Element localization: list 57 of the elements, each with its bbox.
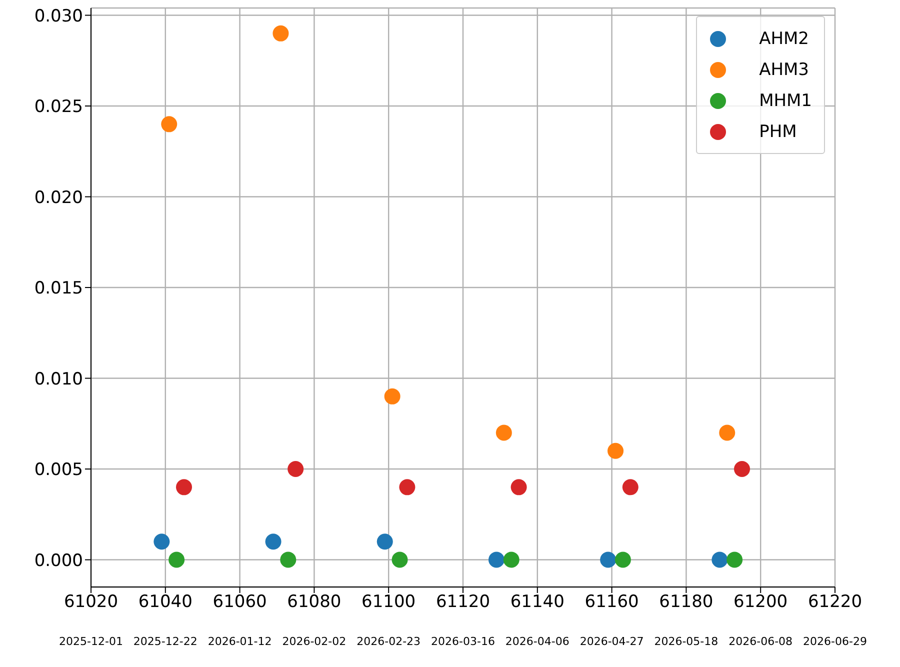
x-tick-label: 61180 xyxy=(659,592,714,612)
x2-tick-label: 2026-04-27 xyxy=(580,635,644,648)
legend-label: PHM xyxy=(759,122,797,142)
x-tick-label: 61120 xyxy=(436,592,490,612)
point xyxy=(712,552,728,568)
point xyxy=(614,552,631,568)
point xyxy=(288,461,304,478)
y-tick-label: 0.000 xyxy=(34,550,83,571)
point xyxy=(622,479,638,496)
x-tick-label: 61040 xyxy=(138,592,192,612)
point xyxy=(734,461,750,478)
x-tick-label: 61060 xyxy=(212,592,267,612)
point xyxy=(510,479,527,496)
y-tick-label: 0.010 xyxy=(34,369,83,390)
point xyxy=(154,534,170,550)
x2-tick-label: 2026-05-18 xyxy=(654,635,718,648)
x-tick-label: 61220 xyxy=(808,592,862,612)
point xyxy=(496,424,512,441)
legend-label: AHM2 xyxy=(759,28,809,48)
point xyxy=(719,424,736,441)
point xyxy=(168,552,185,568)
x-tick-label: 61100 xyxy=(362,592,416,612)
x-tick-label: 61140 xyxy=(510,592,564,612)
legend-label: AHM3 xyxy=(759,60,809,80)
point xyxy=(726,552,743,568)
x-tick-label: 61160 xyxy=(584,592,639,612)
point xyxy=(488,552,504,568)
point xyxy=(392,552,408,568)
y-tick-label: 0.030 xyxy=(34,6,83,26)
x2-tick-label: 2025-12-01 xyxy=(59,635,123,648)
y-tick-label: 0.020 xyxy=(34,188,83,208)
point xyxy=(280,552,296,568)
x-tick-label: 61080 xyxy=(287,592,342,612)
point xyxy=(176,479,192,496)
point xyxy=(608,442,624,459)
x2-tick-label: 2026-06-08 xyxy=(728,635,793,648)
y-tick-label: 0.015 xyxy=(34,278,83,299)
point xyxy=(272,25,289,42)
x2-tick-label: 2026-04-06 xyxy=(505,635,570,648)
point xyxy=(376,534,393,550)
x-tick-label: 61200 xyxy=(734,592,788,612)
point xyxy=(161,116,178,132)
point xyxy=(384,388,400,404)
x2-tick-label: 2026-01-12 xyxy=(208,635,272,648)
point xyxy=(600,552,616,568)
x2-tick-label: 2025-12-22 xyxy=(133,635,198,648)
x-tick-label: 61020 xyxy=(64,592,118,612)
point xyxy=(503,552,520,568)
point xyxy=(399,479,416,496)
y-tick-label: 0.025 xyxy=(34,97,83,118)
x2-tick-label: 2026-06-29 xyxy=(803,635,867,648)
legend-label: MHM1 xyxy=(759,90,812,110)
x2-tick-label: 2026-02-23 xyxy=(356,635,421,648)
point xyxy=(265,534,282,550)
y-tick-label: 0.005 xyxy=(34,460,83,480)
x2-tick-label: 2026-03-16 xyxy=(431,635,495,648)
x2-tick-label: 2026-02-02 xyxy=(282,635,346,648)
